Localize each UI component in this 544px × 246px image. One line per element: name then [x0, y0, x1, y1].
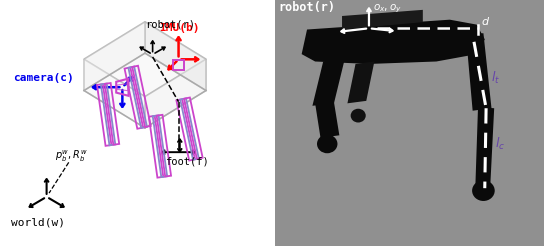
Text: $l_c$: $l_c$ — [495, 136, 505, 152]
Polygon shape — [315, 102, 339, 138]
Polygon shape — [475, 107, 494, 188]
Text: robot(r): robot(r) — [279, 1, 336, 14]
Text: robot(r): robot(r) — [146, 19, 196, 29]
Polygon shape — [301, 20, 485, 64]
Text: camera(c): camera(c) — [14, 73, 74, 83]
Circle shape — [472, 180, 494, 201]
Polygon shape — [348, 62, 374, 103]
Circle shape — [351, 109, 366, 123]
Polygon shape — [145, 22, 206, 91]
Polygon shape — [312, 59, 345, 106]
Polygon shape — [342, 10, 423, 30]
Text: $d$: $d$ — [481, 15, 490, 27]
Text: foot(f): foot(f) — [165, 156, 209, 167]
Circle shape — [317, 135, 337, 153]
Text: world(w): world(w) — [11, 217, 65, 227]
Polygon shape — [84, 22, 206, 96]
Text: $p_b^w, R_b^w$: $p_b^w, R_b^w$ — [55, 148, 88, 164]
Polygon shape — [84, 59, 145, 128]
Text: $l_t$: $l_t$ — [491, 70, 500, 86]
Text: $o_x, o_y$: $o_x, o_y$ — [373, 2, 402, 15]
Polygon shape — [466, 33, 491, 111]
Polygon shape — [84, 22, 145, 91]
Text: IMU(b): IMU(b) — [159, 23, 199, 33]
Polygon shape — [145, 59, 206, 128]
